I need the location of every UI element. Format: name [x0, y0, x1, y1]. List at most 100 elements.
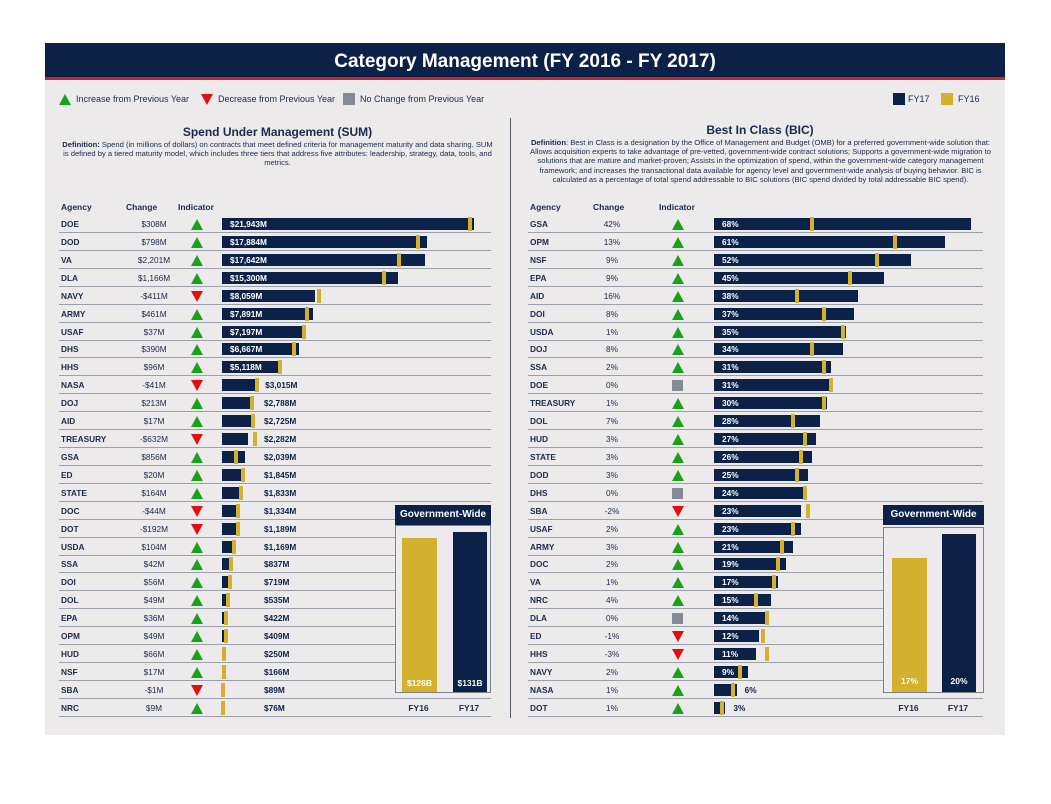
- agency-name: HUD: [61, 649, 79, 660]
- bar-value-label: 38%: [722, 290, 739, 301]
- bar-fy17: [714, 271, 885, 284]
- marker-fy16: [239, 485, 244, 500]
- marker-fy16: [791, 414, 796, 429]
- table-row: USAF $37M $7,197M: [59, 323, 491, 341]
- agency-name: USDA: [61, 541, 85, 552]
- bar-fy17: [222, 307, 313, 320]
- change-value: 1%: [606, 702, 618, 713]
- bar-value-label: $7,891M: [230, 308, 263, 319]
- bar-fy17: [714, 307, 854, 320]
- marker-fy16: [277, 360, 282, 375]
- table-row: NAVY -$411M $8,059M: [59, 287, 491, 305]
- table-row: USAF 2% 23%: [528, 520, 983, 538]
- sum-title: Spend Under Management (SUM): [182, 125, 373, 139]
- triangle-up-icon: [672, 451, 684, 463]
- change-value: $461M: [141, 308, 167, 319]
- bar-value-label: 31%: [722, 380, 739, 391]
- table-row: DOD $798M $17,884M: [59, 233, 491, 251]
- bic-gw-cat-fy17: FY17: [947, 703, 969, 713]
- agency-name: USAF: [530, 523, 553, 534]
- marker-fy16: [222, 647, 227, 662]
- bic-gw-bar-fy16: [892, 557, 927, 692]
- marker-fy16: [292, 342, 297, 357]
- triangle-up-icon: [191, 613, 203, 625]
- agency-name: DOJ: [530, 344, 548, 355]
- change-value: $49M: [143, 631, 165, 642]
- bar-value-label: $7,197M: [230, 326, 263, 337]
- marker-fy16: [302, 324, 307, 339]
- bar-fy17: [222, 343, 299, 356]
- marker-fy16: [806, 503, 811, 518]
- change-value: $1,166M: [137, 272, 171, 283]
- bar-value-label: 31%: [722, 362, 739, 373]
- bar-value-label: 61%: [722, 236, 739, 247]
- bar-fy17: [222, 415, 254, 428]
- agency-name: HHS: [530, 649, 548, 660]
- agency-name: NASA: [530, 684, 554, 695]
- change-value: -$632M: [139, 434, 169, 445]
- marker-fy16: [468, 217, 473, 231]
- marker-fy16: [220, 700, 225, 715]
- triangle-up-icon: [191, 649, 203, 661]
- legend-no-change: No Change from Previous Year: [343, 91, 484, 107]
- marker-fy16: [798, 449, 803, 464]
- table-row: NRC 4% 15%: [528, 591, 983, 610]
- bar-value-label: 35%: [722, 326, 739, 337]
- triangle-up-icon: [672, 434, 684, 446]
- change-value: 9%: [606, 254, 618, 265]
- bic-col-change: Change: [593, 202, 625, 212]
- bar-value-label: $89M: [264, 684, 285, 695]
- bar-value-label: 52%: [722, 254, 739, 265]
- change-value: $308M: [141, 219, 167, 229]
- table-row: DOL $49M $535M: [59, 591, 491, 610]
- sum-gw-chart: $126B $131B: [395, 525, 491, 693]
- triangle-up-icon: [672, 577, 684, 589]
- table-row: EPA 9% 45%: [528, 269, 983, 287]
- bar-value-label: $15,300M: [230, 272, 267, 283]
- bar-value-label: 19%: [722, 559, 739, 570]
- change-value: -$192M: [139, 523, 169, 534]
- agency-name: DOJ: [61, 398, 79, 409]
- bar-value-label: $2,725M: [264, 416, 297, 427]
- change-value: $17M: [143, 416, 165, 427]
- agency-name: VA: [61, 254, 72, 265]
- table-row: USDA $104M $1,169M: [59, 538, 491, 556]
- agency-name: GSA: [61, 451, 79, 462]
- triangle-up-icon: [672, 272, 684, 284]
- bar-value-label: 17%: [722, 577, 739, 588]
- agency-name: SBA: [530, 505, 548, 516]
- marker-fy16: [382, 270, 387, 285]
- sum-gw-cat-fy17: FY17: [458, 703, 480, 713]
- agency-name: DLA: [61, 272, 79, 283]
- marker-fy16: [255, 378, 260, 393]
- bar-fy17: [714, 450, 813, 463]
- table-row: SSA 2% 31%: [528, 358, 983, 377]
- change-value: $36M: [143, 613, 165, 624]
- change-value: $213M: [141, 398, 167, 409]
- marker-fy16: [840, 324, 845, 339]
- triangle-up-icon: [191, 469, 203, 481]
- bar-fy17: [222, 576, 231, 589]
- legend-decrease: Decrease from Previous Year: [201, 91, 335, 107]
- marker-fy16: [829, 378, 834, 393]
- bar-fy17: [222, 361, 281, 374]
- agency-name: VA: [530, 577, 541, 588]
- agency-name: DOI: [61, 577, 76, 588]
- bar-value-label: 27%: [722, 434, 739, 445]
- change-value: 2%: [606, 362, 618, 373]
- triangle-down-icon: [191, 434, 203, 446]
- change-value: $42M: [143, 559, 165, 570]
- bic-gw-cat-fy16: FY16: [898, 703, 919, 713]
- change-value: 3%: [606, 434, 618, 445]
- bar-value-label: $250M: [264, 649, 290, 660]
- bar-fy17: [714, 504, 801, 517]
- change-value: -2%: [604, 505, 620, 516]
- marker-fy16: [810, 342, 815, 357]
- bar-fy17: [714, 218, 971, 230]
- table-row: DOI 8% 37%: [528, 305, 983, 323]
- bar-fy17: [222, 218, 474, 230]
- triangle-up-icon: [672, 523, 684, 535]
- sum-gw-bar-fy16: [402, 538, 437, 692]
- gold-square-icon: [941, 93, 953, 105]
- bar-value-label: $535M: [264, 595, 290, 606]
